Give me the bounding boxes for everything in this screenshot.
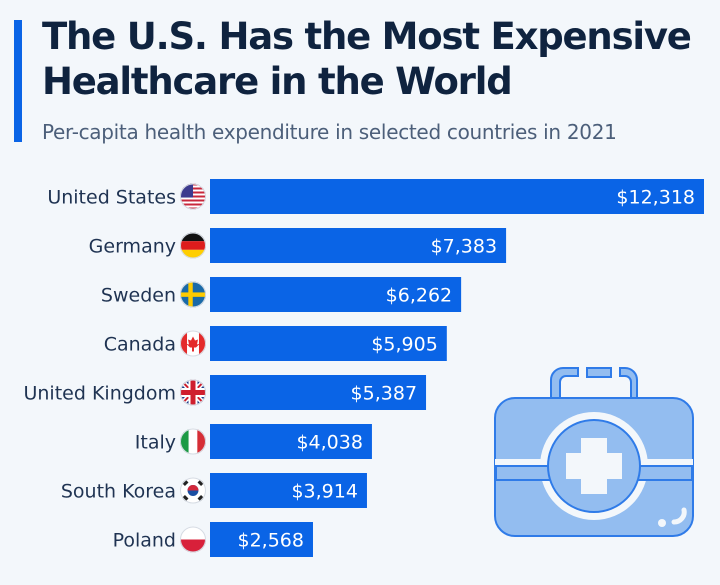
canada-flag-icon <box>180 330 206 357</box>
bar-canada <box>210 326 447 361</box>
category-label: Italy <box>135 432 176 454</box>
uk-flag-icon <box>180 379 206 406</box>
category-label: Canada <box>104 334 176 356</box>
first-aid-kit-icon <box>494 367 694 537</box>
value-label: $12,318 <box>616 187 695 209</box>
bar-poland <box>210 522 313 557</box>
us-flag-icon <box>180 183 206 210</box>
italy-flag-icon <box>180 428 206 455</box>
category-label: Germany <box>89 236 176 258</box>
category-label: United Kingdom <box>23 383 176 405</box>
value-label: $3,914 <box>291 481 357 503</box>
bar-united-states <box>210 179 704 214</box>
sweden-flag-icon <box>180 281 206 308</box>
bar-united-kingdom <box>210 375 427 410</box>
value-label: $6,262 <box>386 285 452 307</box>
value-label: $2,568 <box>238 530 304 552</box>
category-label: South Korea <box>61 481 176 503</box>
bar-south-korea <box>210 473 367 508</box>
chart-subtitle: Per-capita health expenditure in selecte… <box>42 120 617 144</box>
germany-flag-icon <box>180 232 206 259</box>
south-korea-flag-icon <box>180 477 206 504</box>
chart-title: The U.S. Has the Most Expensive Healthca… <box>42 15 692 103</box>
value-label: $5,905 <box>371 334 437 356</box>
value-label: $5,387 <box>351 383 417 405</box>
category-label: Sweden <box>101 285 176 307</box>
bar-germany <box>210 228 507 263</box>
value-label: $4,038 <box>296 432 362 454</box>
category-label: Poland <box>113 530 176 552</box>
bar-sweden <box>210 277 462 312</box>
bar-italy <box>210 424 372 459</box>
title-accent-bar <box>14 20 22 142</box>
category-label: United States <box>47 187 176 209</box>
value-label: $7,383 <box>431 236 497 258</box>
poland-flag-icon <box>180 526 206 553</box>
